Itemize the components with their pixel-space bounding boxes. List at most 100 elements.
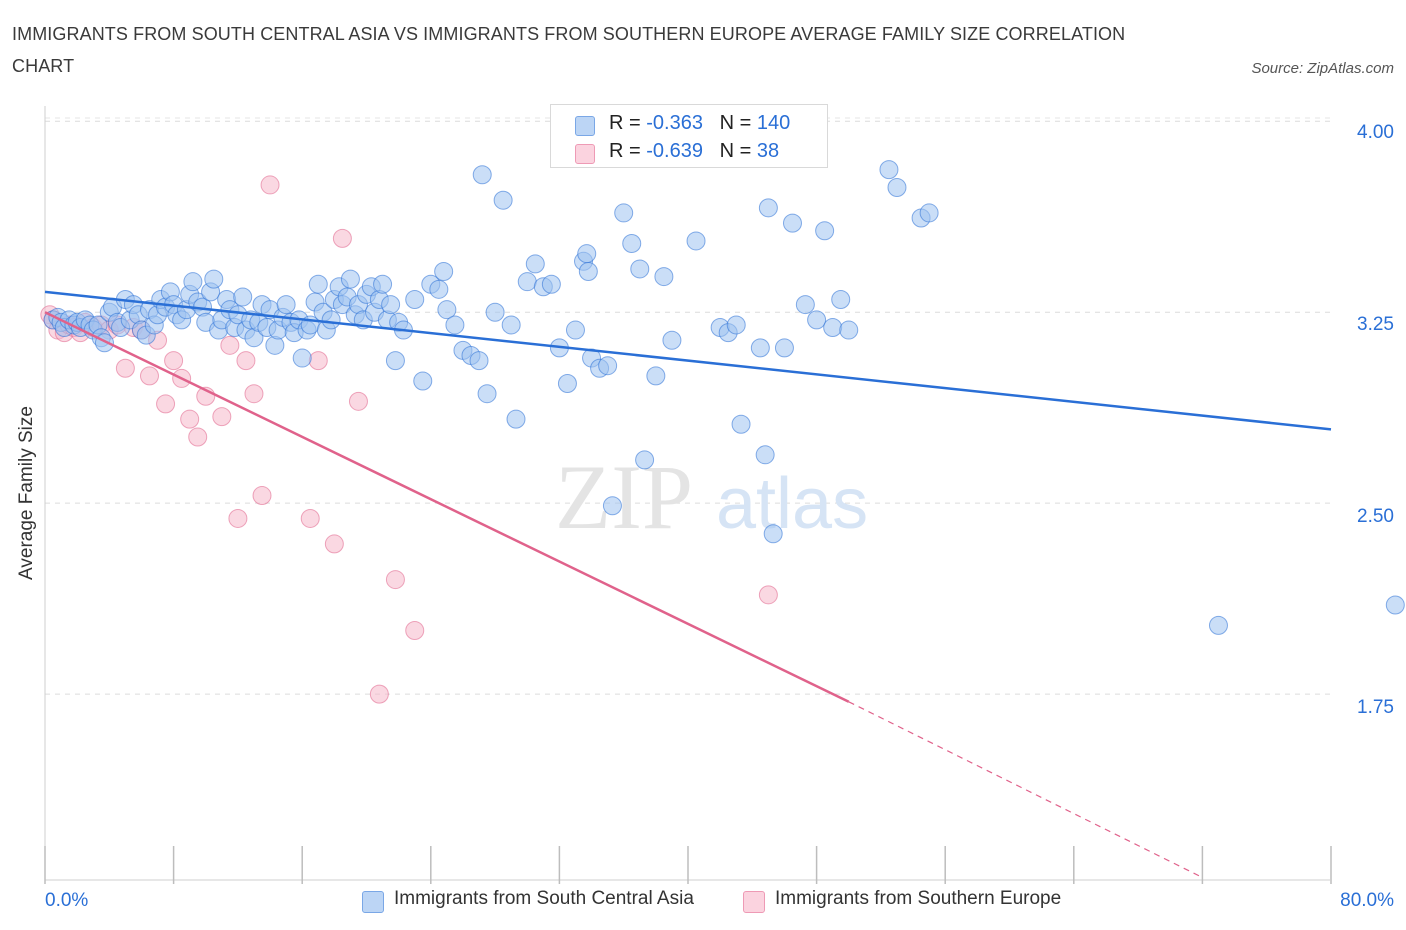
data-point <box>485 302 505 322</box>
data-point <box>183 272 203 292</box>
data-point <box>602 496 622 516</box>
data-point <box>823 318 843 338</box>
data-point <box>1385 595 1405 615</box>
y-tick-label: 1.75 <box>1357 697 1394 718</box>
y-axis-label: Average Family Size <box>16 406 37 580</box>
data-point <box>472 165 492 185</box>
data-point <box>204 269 224 289</box>
data-point <box>469 351 489 371</box>
chart-title: IMMIGRANTS FROM SOUTH CENTRAL ASIA VS IM… <box>12 24 1126 76</box>
trend-line-extension <box>848 701 1203 878</box>
data-point <box>517 272 537 292</box>
source-label: Source: ZipAtlas.com <box>1251 60 1394 77</box>
data-point <box>831 290 851 309</box>
data-point <box>501 315 521 335</box>
data-point <box>156 394 176 414</box>
data-point <box>622 233 642 253</box>
data-point <box>260 175 280 195</box>
data-point <box>879 160 899 180</box>
y-tick-label: 3.25 <box>1357 314 1394 335</box>
data-point <box>493 190 513 210</box>
data-point <box>1208 615 1228 635</box>
y-tick-label: 2.50 <box>1357 506 1394 527</box>
x-tick-label-max: 80.0% <box>1340 890 1394 911</box>
data-point <box>434 261 454 281</box>
x-tick-label-min: 0.0% <box>45 890 89 911</box>
data-point <box>815 221 835 241</box>
data-point <box>541 274 561 294</box>
data-point <box>614 203 634 223</box>
data-point <box>437 300 457 320</box>
data-point <box>228 508 248 528</box>
trend-line-south-central-asia <box>44 290 1332 431</box>
data-point <box>782 213 802 233</box>
legend-label: Immigrants from Southern Europe <box>775 888 1062 909</box>
data-point <box>731 414 751 434</box>
data-point <box>233 287 253 307</box>
data-point <box>340 269 360 289</box>
y-tick-label: 4.00 <box>1357 122 1394 143</box>
data-point <box>115 358 135 378</box>
watermark-atlas: atlas <box>716 464 868 544</box>
data-point <box>654 267 674 287</box>
data-point <box>308 351 328 371</box>
legend-swatch-blue <box>362 891 384 913</box>
n-label: N = <box>719 112 757 134</box>
data-point <box>385 351 405 371</box>
axes <box>44 106 1332 884</box>
data-point <box>332 228 352 248</box>
data-point <box>373 274 393 294</box>
data-point <box>381 295 401 315</box>
data-point <box>405 620 425 640</box>
r-label: R = <box>609 140 647 162</box>
trend-lines <box>44 290 1332 878</box>
data-point <box>726 315 746 335</box>
data-point <box>180 409 200 429</box>
legend-label: Immigrants from South Central Asia <box>394 888 694 909</box>
data-point <box>662 330 682 350</box>
data-point <box>324 534 344 554</box>
legend-swatch-pink <box>575 144 595 164</box>
trend-line-southern-europe <box>44 311 850 703</box>
data-point <box>369 684 389 704</box>
data-point <box>188 427 208 447</box>
data-point <box>807 310 827 330</box>
data-point <box>292 348 312 368</box>
data-point <box>429 279 449 299</box>
data-point <box>244 384 264 404</box>
data-point <box>887 177 907 197</box>
data-point <box>763 524 783 544</box>
data-point <box>758 585 778 605</box>
data-point <box>557 374 577 394</box>
r-value-blue: -0.363 <box>646 112 703 134</box>
data-point <box>578 261 598 281</box>
data-point <box>252 486 272 506</box>
data-point <box>385 570 405 590</box>
data-point <box>321 310 341 330</box>
data-point <box>164 351 184 371</box>
series-southern-europe <box>40 175 778 704</box>
data-point <box>300 508 320 528</box>
data-point <box>919 203 939 223</box>
data-point <box>308 274 328 294</box>
legend-swatch-pink <box>743 891 765 913</box>
data-point <box>839 320 859 340</box>
data-point <box>750 338 770 358</box>
data-point <box>577 244 597 264</box>
data-point <box>565 320 585 340</box>
n-label: N = <box>719 140 757 162</box>
data-point <box>646 366 666 386</box>
watermark-zip: ZIP <box>555 446 693 548</box>
n-value-blue: 140 <box>756 112 791 134</box>
data-point <box>525 254 545 274</box>
data-point <box>635 450 655 470</box>
r-value-pink: -0.639 <box>646 140 703 162</box>
data-point <box>236 351 256 371</box>
watermark: ZIP atlas <box>555 446 868 548</box>
data-point <box>686 231 706 251</box>
r-label: R = <box>609 112 647 134</box>
data-point <box>405 290 425 309</box>
correlation-legend: R = -0.363 N = 140 R = -0.639 N = 38 <box>550 104 828 168</box>
data-point <box>506 409 526 429</box>
